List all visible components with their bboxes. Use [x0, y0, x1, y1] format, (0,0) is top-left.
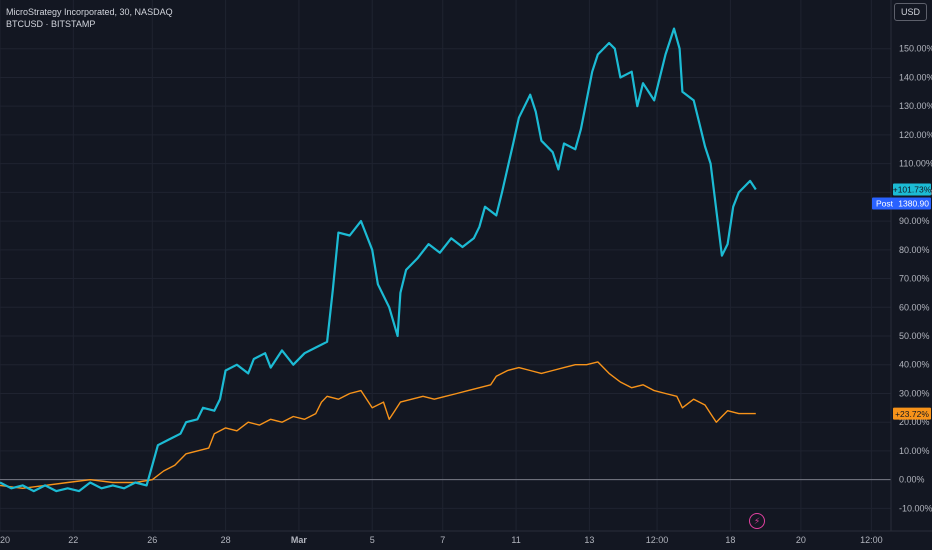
- y-tick-label: -10.00%: [899, 503, 932, 513]
- post-label-value: 1380.90: [898, 199, 929, 209]
- x-tick-label: 20: [796, 535, 806, 545]
- y-tick-label: 0.00%: [899, 475, 925, 485]
- legend-main-symbol[interactable]: MicroStrategy Incorporated, 30, NASDAQ: [6, 7, 173, 17]
- mstr-series-line: [0, 27, 757, 493]
- y-tick-label: 10.00%: [899, 446, 930, 456]
- last-value-badge: [893, 407, 931, 420]
- legend-compare-symbol[interactable]: BTCUSD · BITSTAMP: [6, 19, 96, 29]
- y-tick-label: 130.00%: [899, 101, 932, 111]
- x-tick-label: 7: [440, 535, 445, 545]
- x-tick-label: 22: [68, 535, 78, 545]
- y-tick-label: 110.00%: [899, 159, 932, 169]
- x-tick-label: 5: [370, 535, 375, 545]
- post-badge: [872, 197, 931, 210]
- y-tick-label: 40.00%: [899, 360, 930, 370]
- last-value-badge: [893, 183, 931, 196]
- x-tick-label: 20: [0, 535, 10, 545]
- post-label-text: Post: [876, 199, 894, 209]
- y-tick-label: 80.00%: [899, 245, 930, 255]
- x-tick-label: 18: [725, 535, 735, 545]
- y-tick-label: 70.00%: [899, 274, 930, 284]
- last-value-label: +23.72%: [895, 409, 929, 419]
- last-value-labels: +101.73% +23.72%: [893, 183, 932, 420]
- y-tick-label: 50.00%: [899, 331, 930, 341]
- last-value-label: +101.73%: [893, 185, 932, 195]
- post-market-label: Post 1380.90: [872, 197, 931, 210]
- x-tick-label: 11: [511, 535, 520, 545]
- y-tick-label: 150.00%: [899, 44, 932, 54]
- y-tick-label: 60.00%: [899, 302, 930, 312]
- y-tick-label: 90.00%: [899, 216, 930, 226]
- x-tick-label: 12:00: [646, 535, 669, 545]
- x-tick-label: 28: [221, 535, 231, 545]
- currency-button[interactable]: USD: [894, 3, 927, 21]
- chart-grid: [0, 0, 891, 531]
- lightning-icon[interactable]: ⚡: [749, 513, 765, 529]
- x-tick-label: 26: [147, 535, 157, 545]
- btcusd-series-line: [0, 361, 756, 489]
- x-tick-label: Mar: [291, 535, 308, 545]
- y-tick-label: 120.00%: [899, 130, 932, 140]
- y-tick-label: 20.00%: [899, 417, 930, 427]
- y-tick-label: 30.00%: [899, 388, 930, 398]
- x-tick-label: 13: [584, 535, 594, 545]
- price-axis[interactable]: 150.00%140.00%130.00%120.00%110.00%100.0…: [899, 44, 932, 514]
- y-tick-label: 140.00%: [899, 72, 932, 82]
- chart-legend: MicroStrategy Incorporated, 30, NASDAQ B…: [6, 6, 173, 30]
- x-tick-label: 12:00: [860, 535, 883, 545]
